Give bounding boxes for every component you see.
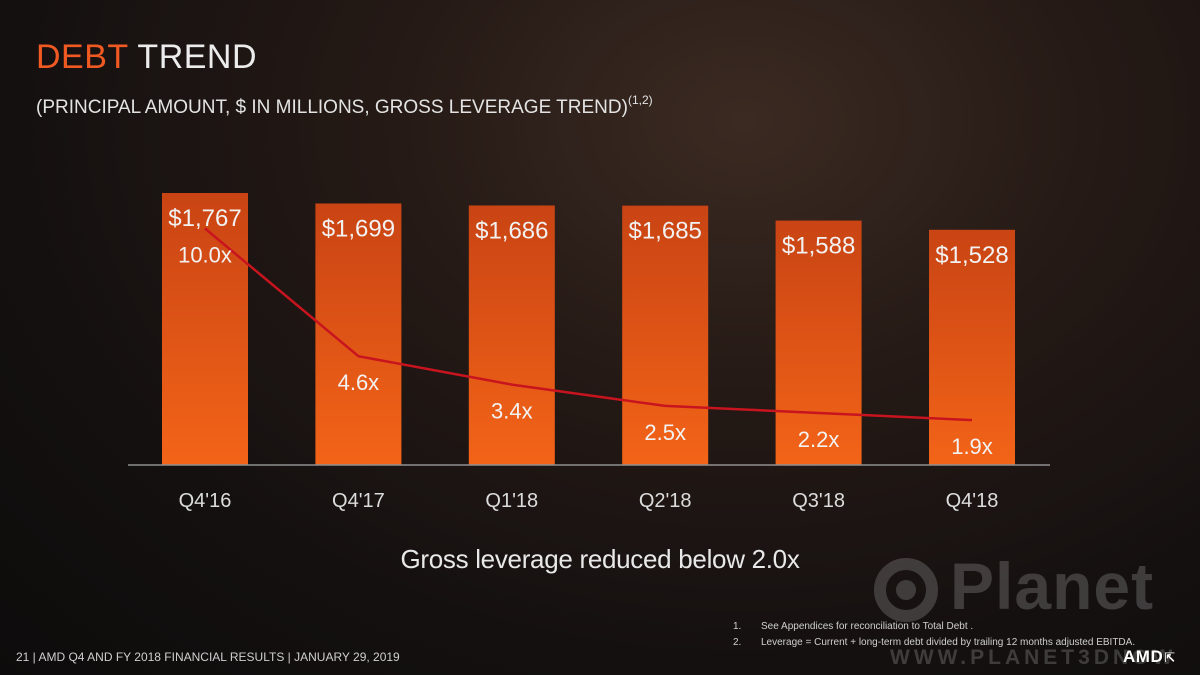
subtitle-text: (PRINCIPAL AMOUNT, $ IN MILLIONS, GROSS … — [36, 97, 628, 118]
debt-value-label-3: $1,685 — [628, 218, 701, 245]
leverage-label-1: 4.6x — [338, 370, 380, 395]
title-rest: TREND — [137, 38, 258, 76]
footnotes: 1. See Appendices for reconciliation to T… — [733, 619, 1135, 651]
slide-footer: 21 | AMD Q4 AND FY 2018 FINANCIAL RESULT… — [16, 650, 400, 664]
category-label-3: Q2'18 — [639, 490, 692, 512]
leverage-label-2: 3.4x — [491, 399, 533, 424]
debt-bar-3 — [622, 205, 709, 465]
category-label-5: Q4'18 — [946, 490, 999, 512]
amd-arrow-icon: ⇱ — [1164, 650, 1176, 665]
leverage-label-5: 1.9x — [951, 434, 993, 459]
category-label-4: Q3'18 — [792, 490, 845, 512]
slide-title: DEBT TREND — [36, 38, 257, 77]
debt-bar-4 — [775, 220, 862, 465]
title-accent: DEBT — [36, 38, 129, 76]
debt-value-label-2: $1,686 — [475, 217, 548, 244]
footnote-2: 2. Leverage = Current + long-term debt di… — [733, 637, 1136, 648]
debt-bar-2 — [468, 205, 555, 465]
leverage-label-0: 10.0x — [178, 242, 232, 267]
subtitle-footnote-ref: (1,2) — [627, 93, 653, 107]
leverage-label-4: 2.2x — [798, 427, 840, 452]
leverage-label-3: 2.5x — [644, 420, 686, 445]
category-label-0: Q4'16 — [179, 490, 232, 512]
debt-bar-5 — [929, 229, 1015, 465]
category-label-1: Q4'17 — [332, 490, 385, 512]
debt-value-label-5: $1,528 — [935, 242, 1008, 269]
debt-value-label-0: $1,767 — [168, 205, 241, 232]
chart-caption: Gross leverage reduced below 2.0x — [400, 544, 800, 574]
watermark-dot-icon — [896, 580, 916, 600]
debt-value-label-4: $1,588 — [782, 233, 855, 260]
debt-bar-0 — [162, 193, 248, 465]
debt-chart: $1,767 Q4'16 10.0x $1,699 Q4'17 4.6x $1,686 Q1'… — [128, 193, 1050, 512]
debt-bar-1 — [315, 203, 402, 465]
footnote-1: 1. See Appendices for reconciliation to T… — [733, 621, 974, 632]
amd-logo: AMD⇱ — [1123, 647, 1176, 666]
debt-value-label-1: $1,699 — [322, 215, 395, 242]
category-label-2: Q1'18 — [485, 490, 538, 512]
slide-subtitle: (PRINCIPAL AMOUNT, $ IN MILLIONS, GROSS … — [36, 93, 653, 119]
leverage-line — [204, 227, 973, 422]
